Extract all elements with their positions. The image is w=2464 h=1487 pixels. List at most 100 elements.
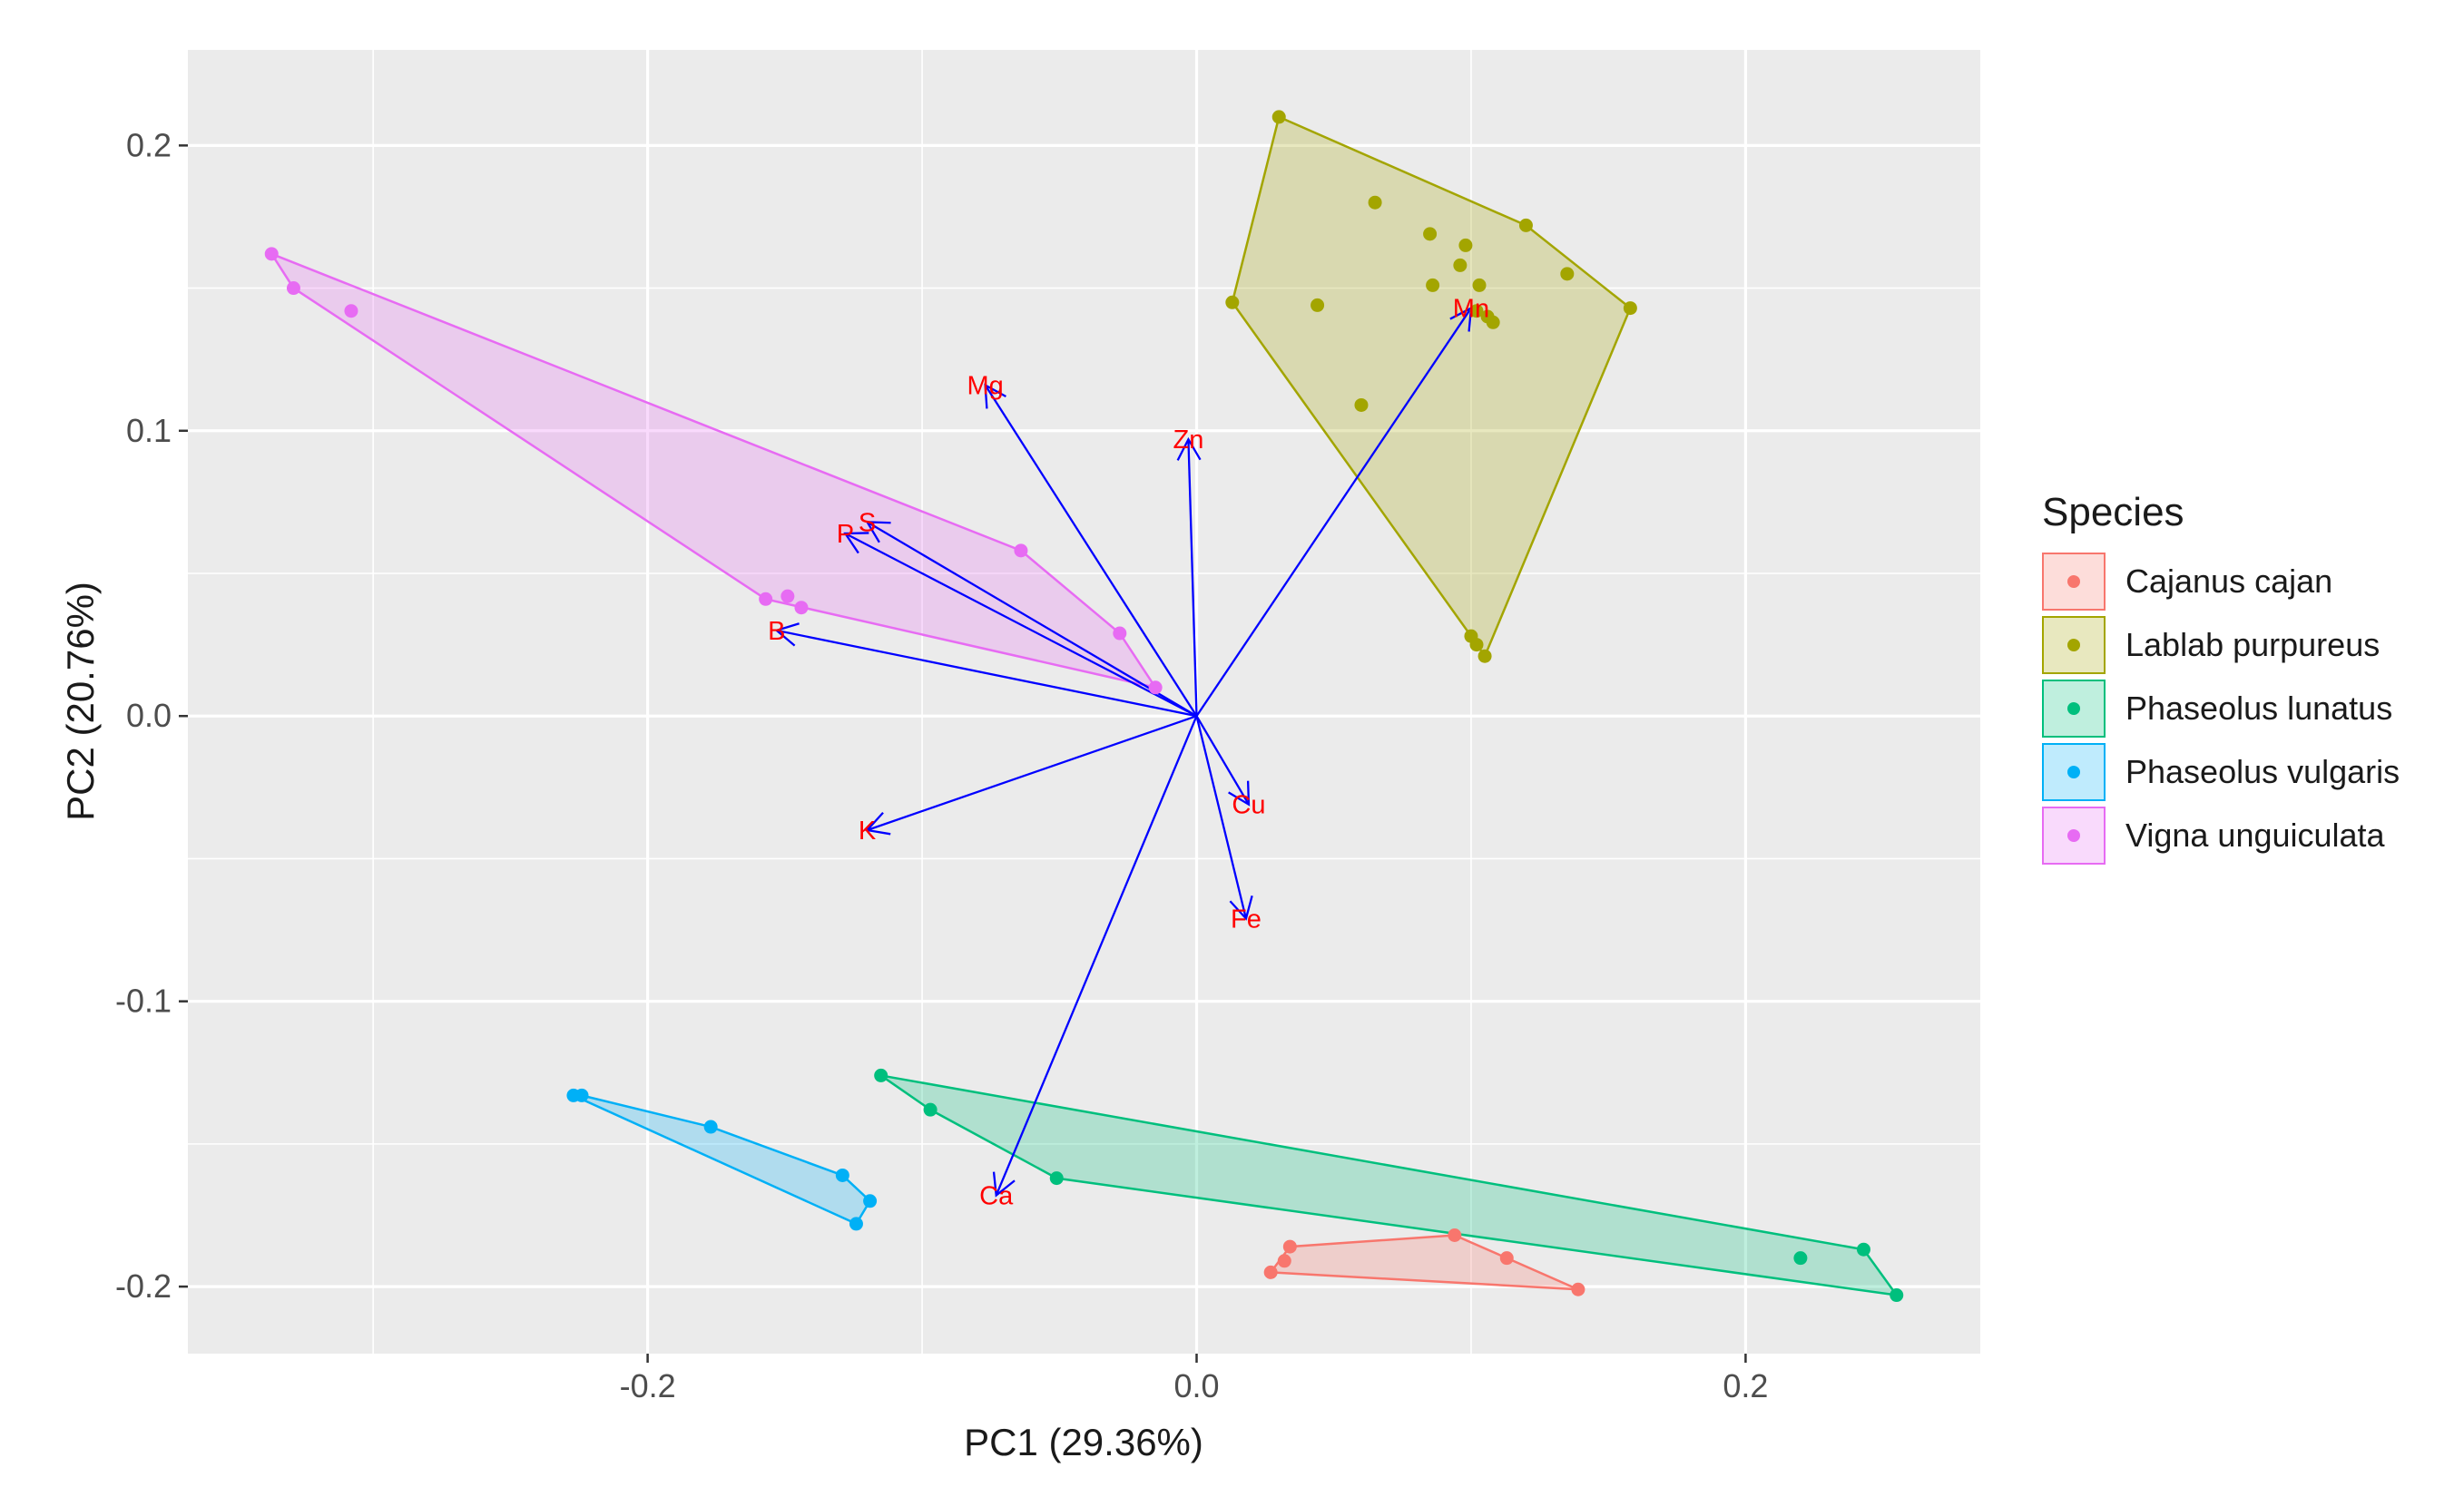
y-tick-label: -0.2 <box>115 1267 172 1305</box>
loading-arrowhead-k <box>865 811 891 836</box>
point-lablab-purpureus <box>1486 315 1500 329</box>
point-lablab-purpureus <box>1518 218 1533 232</box>
point-cajanus-cajan <box>1277 1254 1291 1268</box>
loading-arrow-s <box>866 521 1198 718</box>
loading-arrows <box>774 306 1473 1198</box>
point-phaseolus-lunatus <box>923 1102 937 1117</box>
hull-phaseolus-lunatus <box>879 1074 1900 1297</box>
loading-arrowhead-zn <box>1176 436 1202 461</box>
legend-item-cajanus-cajan: Cajanus cajan <box>2028 550 2400 613</box>
legend-label: Phaseolus lunatus <box>2125 690 2393 727</box>
point-lablab-purpureus <box>1368 195 1382 210</box>
point-vigna-unguiculata <box>1148 680 1163 695</box>
loading-arrowhead-cu <box>1228 780 1251 807</box>
legend: Species Cajanus cajan Lablab purpureus Pha… <box>2028 490 2400 867</box>
point-vigna-unguiculata <box>344 304 358 318</box>
legend-key <box>2042 553 2106 611</box>
x-tick-label: 0.0 <box>1173 1367 1219 1404</box>
legend-dot <box>2067 702 2080 715</box>
point-lablab-purpureus <box>1423 227 1438 241</box>
loading-arrow-mn <box>1195 307 1472 717</box>
y-axis-title: PC2 (20.76%) <box>59 582 102 821</box>
point-lablab-purpureus <box>1311 298 1325 312</box>
loading-arrowhead-s <box>865 521 891 543</box>
point-cajanus-cajan <box>1499 1251 1514 1266</box>
point-vigna-unguiculata <box>1014 543 1028 558</box>
legend-title: Species <box>2042 490 2184 534</box>
loading-labels: Mg Zn Mn SP B K Cu Fe Ca <box>768 295 1489 1211</box>
loading-label-k: K <box>859 817 877 846</box>
loading-label-mn: Mn <box>1453 295 1489 324</box>
x-axis-title: PC1 (29.36%) <box>964 1421 1203 1463</box>
point-phaseolus-vulgaris <box>835 1168 849 1182</box>
point-lablab-purpureus <box>1426 278 1440 292</box>
loading-arrow-p <box>844 532 1198 718</box>
legend-dot <box>2067 575 2080 588</box>
point-phaseolus-lunatus <box>1793 1251 1808 1266</box>
point-phaseolus-vulgaris <box>703 1120 718 1134</box>
loading-arrowhead-mg <box>984 383 1006 409</box>
point-lablab-purpureus <box>1623 301 1637 316</box>
loading-label-mg: Mg <box>967 371 1003 400</box>
loading-arrow-k <box>867 715 1197 832</box>
loading-arrowhead-b <box>774 622 800 647</box>
point-vigna-unguiculata <box>264 247 279 261</box>
legend-label: Cajanus cajan <box>2125 563 2333 600</box>
point-lablab-purpureus <box>1225 295 1240 309</box>
loading-arrowhead-fe <box>1229 895 1253 921</box>
legend-key <box>2042 807 2106 865</box>
legend-dot <box>2067 829 2080 842</box>
point-cajanus-cajan <box>1282 1239 1297 1254</box>
plot-panel <box>188 50 1980 1354</box>
loading-arrow-mg <box>984 384 1198 717</box>
x-tick-label: 0.2 <box>1723 1367 1768 1404</box>
point-cajanus-cajan <box>1571 1282 1585 1296</box>
legend-items: Cajanus cajan Lablab purpureus Phaseolus l… <box>2028 550 2400 867</box>
legend-key <box>2042 680 2106 738</box>
y-tick-label: 0.0 <box>126 697 172 734</box>
points <box>264 110 1904 1303</box>
point-lablab-purpureus <box>1458 238 1473 252</box>
point-vigna-unguiculata <box>794 601 809 615</box>
legend-label: Phaseolus vulgaris <box>2125 753 2400 790</box>
point-phaseolus-vulgaris <box>574 1088 589 1102</box>
legend-dot <box>2067 639 2080 651</box>
point-cajanus-cajan <box>1263 1265 1278 1279</box>
point-phaseolus-lunatus <box>1049 1171 1064 1186</box>
legend-item-lablab-purpureus: Lablab purpureus <box>2028 613 2400 677</box>
legend-dot <box>2067 766 2080 778</box>
y-tick-label: 0.1 <box>126 412 172 449</box>
point-phaseolus-vulgaris <box>849 1217 863 1231</box>
point-lablab-purpureus <box>1472 278 1487 292</box>
point-lablab-purpureus <box>1477 649 1492 663</box>
x-tick-label: -0.2 <box>620 1367 676 1404</box>
point-vigna-unguiculata <box>1113 626 1127 641</box>
point-lablab-purpureus <box>1469 304 1484 318</box>
loading-label-zn: Zn <box>1173 426 1204 455</box>
point-vigna-unguiculata <box>759 592 773 606</box>
point-lablab-purpureus <box>1560 267 1575 281</box>
loading-label-s: S <box>859 508 876 537</box>
loading-arrowhead-ca <box>992 1171 1016 1198</box>
legend-key <box>2042 616 2106 674</box>
legend-key <box>2042 743 2106 801</box>
point-phaseolus-lunatus <box>874 1068 888 1082</box>
point-lablab-purpureus <box>1469 638 1484 652</box>
loading-arrow-zn <box>1187 439 1198 717</box>
point-vigna-unguiculata <box>286 281 300 296</box>
point-vigna-unguiculata <box>780 589 795 603</box>
point-phaseolus-lunatus <box>1890 1288 1904 1303</box>
legend-item-vigna-unguiculata: Vigna unguiculata <box>2028 804 2400 867</box>
point-lablab-purpureus <box>1271 110 1286 124</box>
point-lablab-purpureus <box>1354 397 1369 412</box>
legend-item-phaseolus-vulgaris: Phaseolus vulgaris <box>2028 740 2400 804</box>
point-phaseolus-vulgaris <box>863 1194 878 1208</box>
point-lablab-purpureus <box>1453 258 1468 272</box>
loading-label-cu: Cu <box>1232 791 1265 820</box>
legend-item-phaseolus-lunatus: Phaseolus lunatus <box>2028 677 2400 740</box>
loading-label-ca: Ca <box>979 1181 1014 1210</box>
loading-label-p: P <box>837 520 854 549</box>
loading-arrow-cu <box>1195 715 1250 806</box>
axis-ticks: -0.2 0.0 0.2 -0.2 -0.1 0.0 0.1 0.2 <box>115 126 1768 1404</box>
